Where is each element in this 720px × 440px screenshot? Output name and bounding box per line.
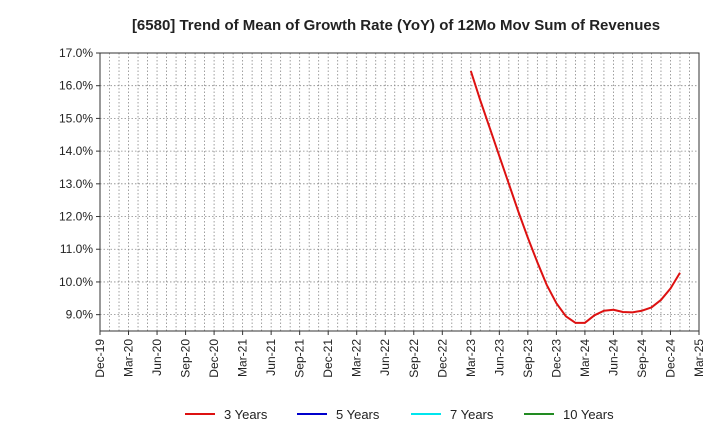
x-tick-label: Sep-20 (179, 339, 193, 378)
series-line-3-years (469, 70, 681, 324)
x-tick-label: Dec-23 (549, 339, 563, 378)
x-tick-label: Jun-21 (264, 339, 278, 376)
legend-label: 7 Years (450, 407, 494, 422)
x-tick-label: Jun-20 (150, 339, 164, 376)
x-tick-label: Dec-24 (663, 339, 677, 378)
y-tick-label: 12.0% (59, 210, 93, 224)
y-tick-label: 11.0% (60, 242, 93, 256)
y-tick-label: 16.0% (59, 79, 93, 93)
x-tick-label: Mar-23 (464, 339, 478, 377)
chart-title: [6580] Trend of Mean of Growth Rate (YoY… (132, 17, 660, 34)
x-tick-label: Mar-22 (350, 339, 364, 377)
x-tick-label: Dec-19 (93, 339, 107, 378)
x-tick-label: Mar-25 (692, 339, 706, 377)
y-tick-label: 14.0% (59, 144, 93, 158)
legend-label: 3 Years (224, 407, 268, 422)
x-tick-label: Sep-24 (635, 339, 649, 378)
plot-frame (99, 52, 700, 332)
x-tick-layer: Dec-19 Mar-20 Jun-20 Sep-20 Dec-20 Mar-21 Jun-… (93, 331, 706, 378)
y-tick-label: 15.0% (59, 111, 93, 125)
x-tick-label: Sep-22 (407, 339, 421, 378)
x-tick-label: Sep-21 (293, 339, 307, 378)
y-tick-label: 17.0% (59, 46, 93, 60)
x-tick-label: Dec-22 (435, 339, 449, 378)
legend: 3 Years 5 Years 7 Years 10 Years (185, 407, 614, 422)
x-tick-label: Jun-22 (378, 339, 392, 376)
x-tick-label: Sep-23 (521, 339, 535, 378)
y-tick-label: 10.0% (59, 275, 93, 289)
x-tick-label: Mar-24 (578, 339, 592, 377)
x-tick-label: Mar-20 (122, 339, 136, 377)
x-tick-label: Jun-24 (606, 339, 620, 376)
x-tick-label: Dec-20 (207, 339, 221, 378)
legend-label: 10 Years (563, 407, 614, 422)
x-tick-label: Dec-21 (321, 339, 335, 378)
y-tick-layer: 9.0% 10.0% 11.0% 12.0% 13.0% 14.0% 15.0% 16.0% 1… (59, 46, 100, 322)
x-tick-label: Jun-23 (492, 339, 506, 376)
y-tick-label: 13.0% (59, 177, 93, 191)
grid-layer (100, 52, 699, 331)
y-tick-label: 9.0% (66, 308, 94, 322)
x-tick-label: Mar-21 (236, 339, 250, 377)
series-layer (469, 70, 681, 324)
legend-label: 5 Years (336, 407, 380, 422)
